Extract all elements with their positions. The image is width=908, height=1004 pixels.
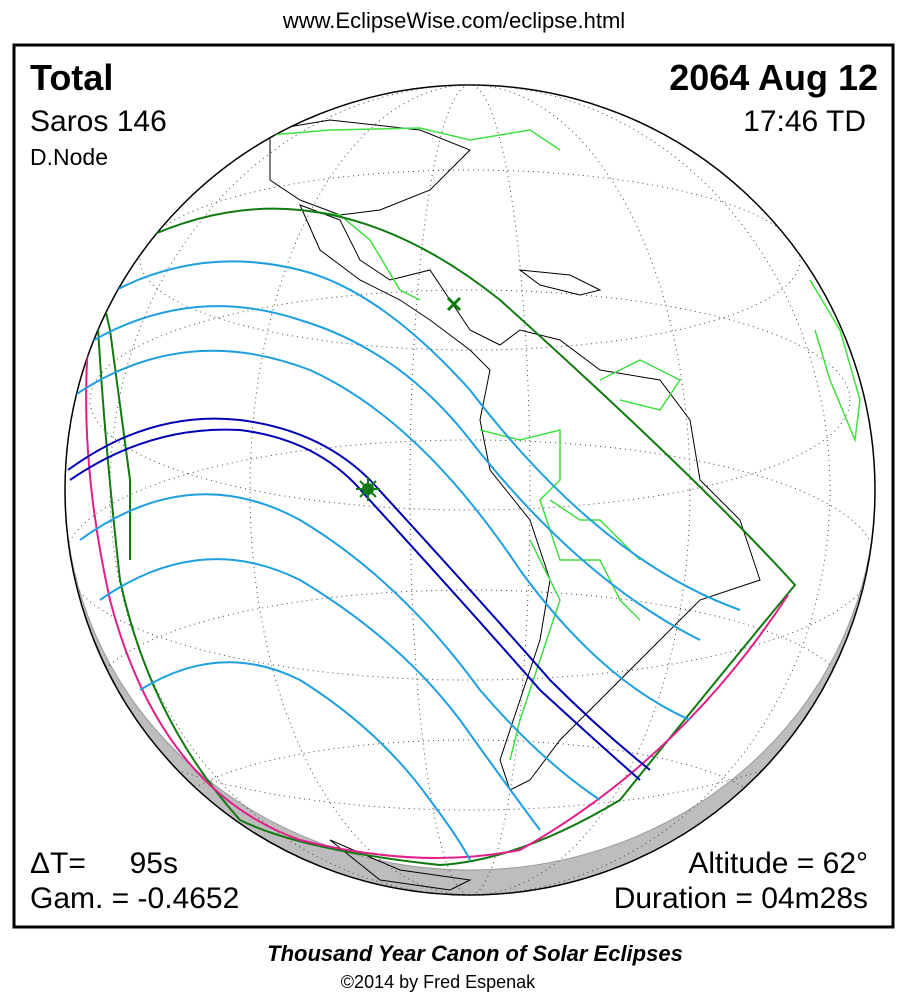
- time: 17:46 TD: [743, 105, 866, 138]
- altitude: Altitude = 62°: [688, 847, 868, 880]
- gamma: Gam. = -0.4652: [30, 882, 239, 915]
- duration: Duration = 04m28s: [614, 882, 868, 915]
- saros: Saros 146: [30, 105, 167, 138]
- eclipse-type: Total: [30, 57, 113, 98]
- canon-title: Thousand Year Canon of Solar Eclipses: [267, 941, 683, 966]
- delta-t-value: 95s: [130, 847, 178, 880]
- delta-t-label: ΔT=: [30, 847, 86, 880]
- land: [269, 119, 761, 891]
- eclipse-date: 2064 Aug 12: [669, 57, 878, 98]
- globe: [64, 84, 876, 896]
- greatest-eclipse: [356, 296, 462, 501]
- url: www.EclipseWise.com/eclipse.html: [282, 8, 625, 33]
- credit: ©2014 by Fred Espenak: [341, 972, 536, 992]
- node: D.Node: [30, 144, 108, 170]
